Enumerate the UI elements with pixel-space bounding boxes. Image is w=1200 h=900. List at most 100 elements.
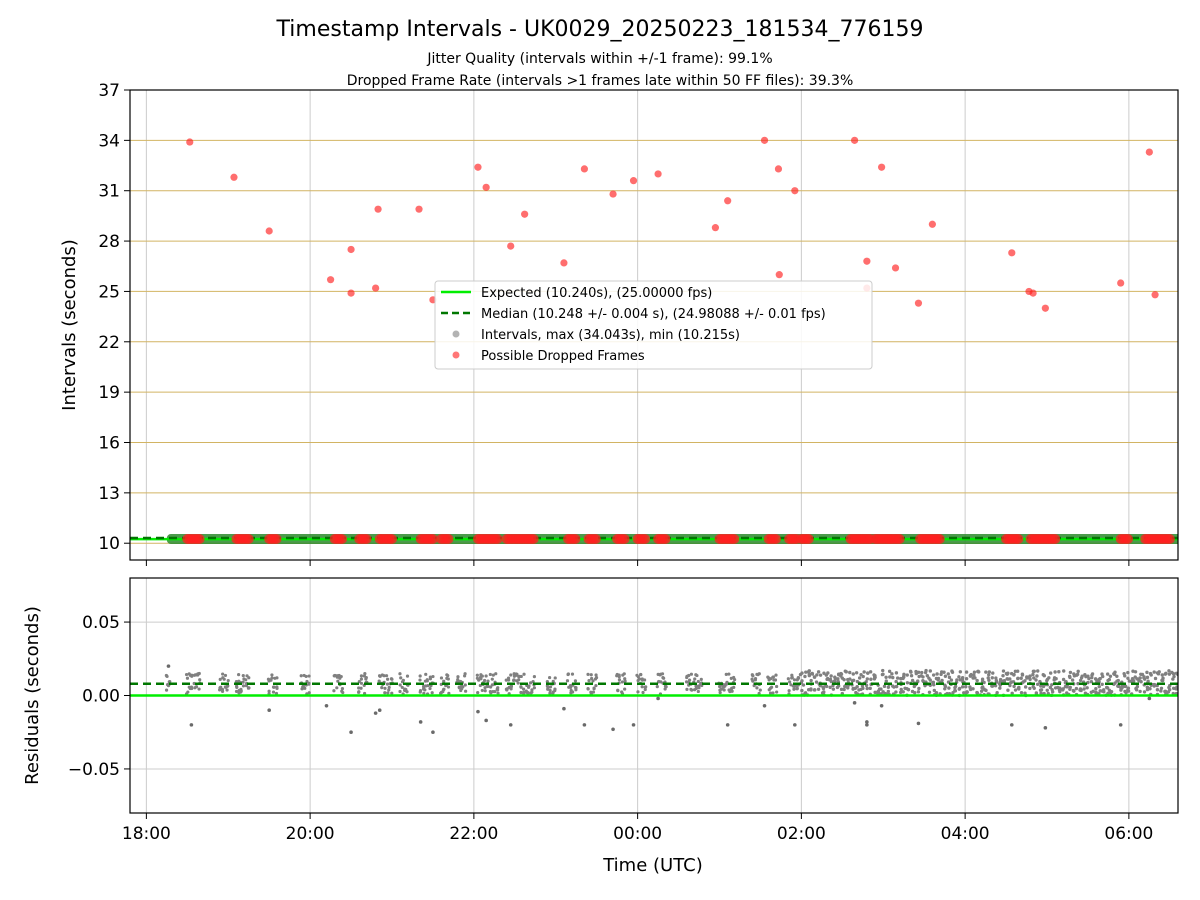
residual-point	[197, 687, 201, 691]
residual-point	[566, 672, 570, 677]
residual-point	[934, 691, 939, 695]
residual-point	[385, 682, 390, 686]
residual-point	[1023, 679, 1027, 683]
residual-point	[387, 685, 391, 690]
residual-point	[1031, 669, 1036, 674]
residual-point	[446, 674, 450, 678]
residual-point	[1068, 687, 1072, 691]
residual-outlier-point	[349, 730, 353, 735]
residual-point	[972, 670, 977, 674]
residual-point	[591, 690, 596, 694]
residual-point	[617, 673, 621, 677]
residual-point	[1145, 670, 1149, 675]
residual-point	[920, 670, 924, 675]
dropped-frame-point	[271, 534, 282, 545]
residual-point	[958, 670, 963, 674]
residual-point	[831, 687, 836, 691]
residual-point	[1025, 676, 1029, 680]
residual-point	[909, 674, 914, 678]
residual-point	[225, 688, 229, 692]
residual-point	[976, 669, 980, 674]
residual-point	[234, 689, 239, 694]
residual-point	[504, 687, 509, 691]
residual-point	[775, 690, 779, 694]
residual-point	[335, 686, 339, 690]
residual-point	[905, 681, 910, 685]
residual-point	[463, 683, 467, 687]
residual-outlier-point	[562, 706, 566, 711]
residual-point	[405, 690, 409, 694]
residual-point	[1171, 672, 1176, 676]
dropped-frame-point	[492, 534, 503, 545]
residual-point	[960, 676, 965, 680]
residual-point	[401, 678, 405, 682]
residual-point	[380, 686, 384, 690]
residual-point	[812, 675, 817, 679]
top-ytick-label: 31	[98, 182, 120, 202]
residual-point	[1133, 670, 1138, 674]
residual-point	[1050, 687, 1054, 692]
residual-point	[771, 691, 775, 695]
bottom-xtick-label: 22:00	[449, 824, 498, 844]
residual-point	[307, 674, 311, 678]
residual-point	[442, 687, 446, 691]
residual-point	[405, 674, 410, 678]
residual-point	[1104, 685, 1109, 690]
residual-point	[234, 680, 239, 684]
residual-point	[975, 691, 980, 695]
residual-point	[1015, 669, 1020, 673]
residual-point	[975, 678, 979, 683]
residual-point	[1023, 685, 1028, 689]
residual-point	[725, 680, 729, 684]
residual-point	[307, 682, 311, 686]
dropped-frame-point	[850, 136, 859, 144]
residual-point	[727, 672, 731, 676]
residual-point	[696, 689, 700, 694]
residual-point	[364, 677, 368, 681]
residual-point	[800, 688, 804, 693]
residual-point	[519, 685, 523, 689]
residual-point	[1050, 683, 1054, 687]
residual-point	[1065, 685, 1069, 689]
residual-point	[1138, 676, 1142, 680]
residual-point	[957, 686, 962, 691]
residual-point	[594, 683, 598, 688]
residual-point	[906, 687, 911, 692]
residual-point	[571, 690, 575, 694]
residual-point	[1148, 671, 1153, 676]
residual-point	[791, 684, 795, 688]
bottom-xtick-label: 20:00	[286, 824, 335, 844]
residual-point	[400, 685, 404, 690]
residual-point	[964, 684, 968, 689]
dropped-frame-point	[629, 177, 638, 185]
residual-point	[990, 676, 994, 680]
residual-point	[644, 685, 648, 689]
residual-point	[987, 670, 992, 674]
residual-point	[865, 677, 870, 681]
residual-point	[876, 689, 881, 693]
residual-point	[768, 691, 773, 695]
residual-point	[1057, 670, 1061, 674]
bottom-xtick-label: 04:00	[941, 824, 990, 844]
residual-point	[617, 678, 622, 682]
residual-point	[494, 672, 498, 676]
residual-point	[1131, 669, 1135, 673]
residual-point	[1097, 684, 1101, 689]
residual-point	[377, 674, 382, 678]
residual-point	[488, 672, 492, 677]
residual-outlier-point	[852, 701, 857, 705]
dropped-frame-point	[863, 257, 871, 265]
dropped-frame-point	[1013, 534, 1024, 545]
residual-point	[586, 686, 590, 691]
residual-point	[521, 687, 526, 691]
residual-point	[822, 690, 826, 694]
residual-point	[442, 679, 446, 683]
residual-point	[914, 669, 918, 674]
dropped-frame-point	[507, 242, 515, 250]
dropped-frame-point	[590, 534, 601, 545]
residual-point	[879, 687, 883, 691]
residual-point	[816, 687, 821, 691]
residual-point	[587, 679, 591, 683]
chart-subtitle-dropped: Dropped Frame Rate (intervals >1 frames …	[347, 73, 854, 89]
residual-point	[1020, 673, 1025, 677]
